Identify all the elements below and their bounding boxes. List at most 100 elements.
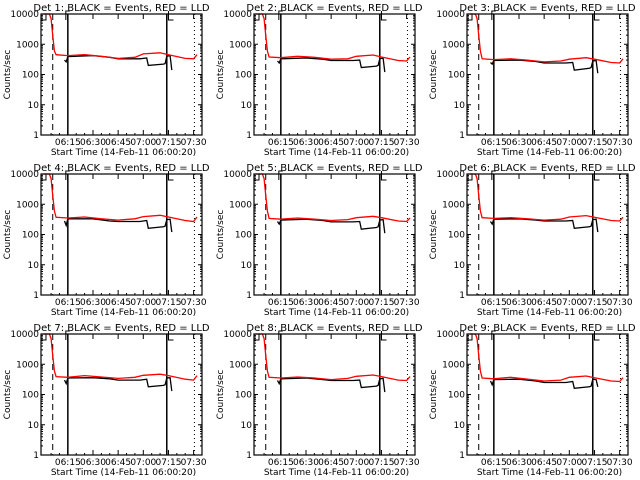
panel-det-2: 1 10 100 1000 10000 06:15 06:30 06:45 07:00 07:15…: [216, 3, 423, 158]
x-tick-label: 06:30: [80, 298, 106, 308]
panel-title: Det 3: BLACK = Events, RED = LLD: [459, 3, 636, 14]
panel-det-6: 1 10 100 1000 10000 06:15 06:30 06:45 07:00 07:15…: [429, 163, 636, 318]
series-lld: [42, 13, 198, 60]
panel-title: Det 2: BLACK = Events, RED = LLD: [246, 3, 423, 14]
x-tick-label: 07:30: [181, 138, 207, 148]
y-tick-label: 1000: [442, 40, 465, 50]
x-tick-label: 06:45: [105, 298, 131, 308]
y-tick-label: 1: [246, 291, 252, 301]
x-axis-label: Start Time (14-Feb-11 06:00:20): [477, 148, 622, 158]
series-lld: [255, 333, 411, 382]
y-tick-label: 10000: [10, 170, 39, 180]
y-tick-label: 1000: [229, 40, 252, 50]
panel-det-3: 1 10 100 1000 10000 06:15 06:30 06:45 07:00 07:15…: [429, 3, 636, 158]
panel-title: Det 5: BLACK = Events, RED = LLD: [246, 163, 423, 174]
x-axis-label: Start Time (14-Feb-11 06:00:20): [477, 468, 622, 478]
y-tick-label: 10: [241, 101, 253, 111]
x-tick-label: 07:00: [343, 458, 369, 468]
series-events: [490, 59, 599, 74]
x-tick-label: 06:30: [293, 138, 319, 148]
series-events: [489, 218, 599, 233]
y-tick-label: 1000: [16, 360, 39, 370]
bracket-marker-left: [254, 10, 283, 21]
y-tick-label: 1: [459, 451, 465, 461]
y-tick-label: 1000: [442, 200, 465, 210]
y-tick-label: 10: [241, 261, 253, 271]
y-axis-label: Counts/sec: [216, 370, 226, 420]
x-tick-label: 06:30: [506, 138, 532, 148]
y-axis-label: Counts/sec: [3, 210, 13, 260]
bracket-marker-left: [254, 170, 283, 181]
bracket-marker-left: [41, 10, 70, 21]
x-axis-label: Start Time (14-Feb-11 06:00:20): [264, 308, 409, 318]
panel-title: Det 1: BLACK = Events, RED = LLD: [33, 3, 210, 14]
y-tick-label: 1000: [16, 200, 39, 210]
series-lld: [255, 173, 411, 223]
x-tick-label: 06:15: [481, 458, 507, 468]
x-tick-label: 06:45: [318, 138, 344, 148]
x-tick-label: 06:45: [318, 298, 344, 308]
series-lld: [255, 13, 411, 62]
y-tick-label: 10000: [223, 10, 252, 20]
y-axis-label: Counts/sec: [216, 210, 226, 260]
bracket-marker-left: [467, 330, 496, 341]
x-tick-label: 07:00: [130, 298, 156, 308]
bracket-marker-left: [467, 10, 496, 21]
y-tick-label: 10: [28, 101, 40, 111]
series-lld: [468, 13, 624, 64]
x-tick-label: 06:15: [268, 138, 294, 148]
x-axis-label: Start Time (14-Feb-11 06:00:20): [51, 308, 196, 318]
bracket-marker-left: [41, 330, 70, 341]
x-tick-label: 06:15: [55, 458, 81, 468]
panel-det-4: 1 10 100 1000 10000 06:15 06:30 06:45 07:00 07:15…: [3, 163, 210, 318]
y-tick-label: 10: [454, 101, 466, 111]
plot-frame: [40, 333, 203, 456]
panel-det-8: 1 10 100 1000 10000 06:15 06:30 06:45 07:00 07:15…: [216, 323, 423, 478]
x-tick-label: 07:15: [581, 138, 607, 148]
bracket-marker-left: [41, 170, 70, 181]
y-tick-label: 10000: [436, 10, 465, 20]
y-tick-label: 1000: [16, 40, 39, 50]
y-tick-label: 10000: [436, 170, 465, 180]
x-tick-label: 07:00: [556, 458, 582, 468]
series-events: [63, 376, 173, 392]
y-tick-label: 10: [454, 421, 466, 431]
bracket-marker-left: [467, 170, 496, 181]
y-tick-label: 1: [246, 131, 252, 141]
series-events: [489, 378, 599, 390]
x-tick-label: 06:45: [105, 458, 131, 468]
y-tick-label: 1000: [229, 200, 252, 210]
x-tick-label: 07:15: [581, 458, 607, 468]
x-tick-label: 06:30: [80, 138, 106, 148]
y-axis-label: Counts/sec: [3, 50, 13, 100]
y-tick-label: 1: [33, 451, 39, 461]
x-tick-label: 06:45: [531, 138, 557, 148]
y-axis-label: Counts/sec: [3, 370, 13, 420]
x-tick-label: 07:15: [368, 298, 394, 308]
y-tick-label: 100: [448, 71, 465, 81]
panel-det-1: 1 10 100 1000 10000 06:15 06:30 06:45 07:00 07:15…: [3, 3, 210, 158]
y-axis-label: Counts/sec: [216, 50, 226, 100]
y-tick-label: 100: [448, 231, 465, 241]
panel-title: Det 8: BLACK = Events, RED = LLD: [246, 323, 423, 334]
x-tick-label: 07:30: [607, 298, 633, 308]
y-tick-label: 10000: [223, 330, 252, 340]
x-tick-label: 07:15: [155, 298, 181, 308]
y-tick-label: 10: [28, 421, 40, 431]
panel-det-7: 1 10 100 1000 10000 06:15 06:30 06:45 07:00 07:15…: [3, 323, 210, 478]
x-tick-label: 07:30: [394, 298, 420, 308]
x-tick-label: 07:15: [581, 298, 607, 308]
y-tick-label: 100: [235, 71, 252, 81]
x-tick-label: 07:30: [181, 458, 207, 468]
series-lld: [42, 333, 198, 381]
x-tick-label: 06:30: [293, 298, 319, 308]
x-tick-label: 07:00: [556, 138, 582, 148]
series-events: [277, 57, 386, 73]
panel-title: Det 6: BLACK = Events, RED = LLD: [459, 163, 636, 174]
x-tick-label: 06:45: [531, 298, 557, 308]
x-tick-label: 07:15: [155, 138, 181, 148]
plot-frame: [466, 13, 629, 136]
series-events: [276, 377, 386, 393]
plot-frame: [466, 173, 629, 296]
series-lld: [42, 173, 198, 223]
